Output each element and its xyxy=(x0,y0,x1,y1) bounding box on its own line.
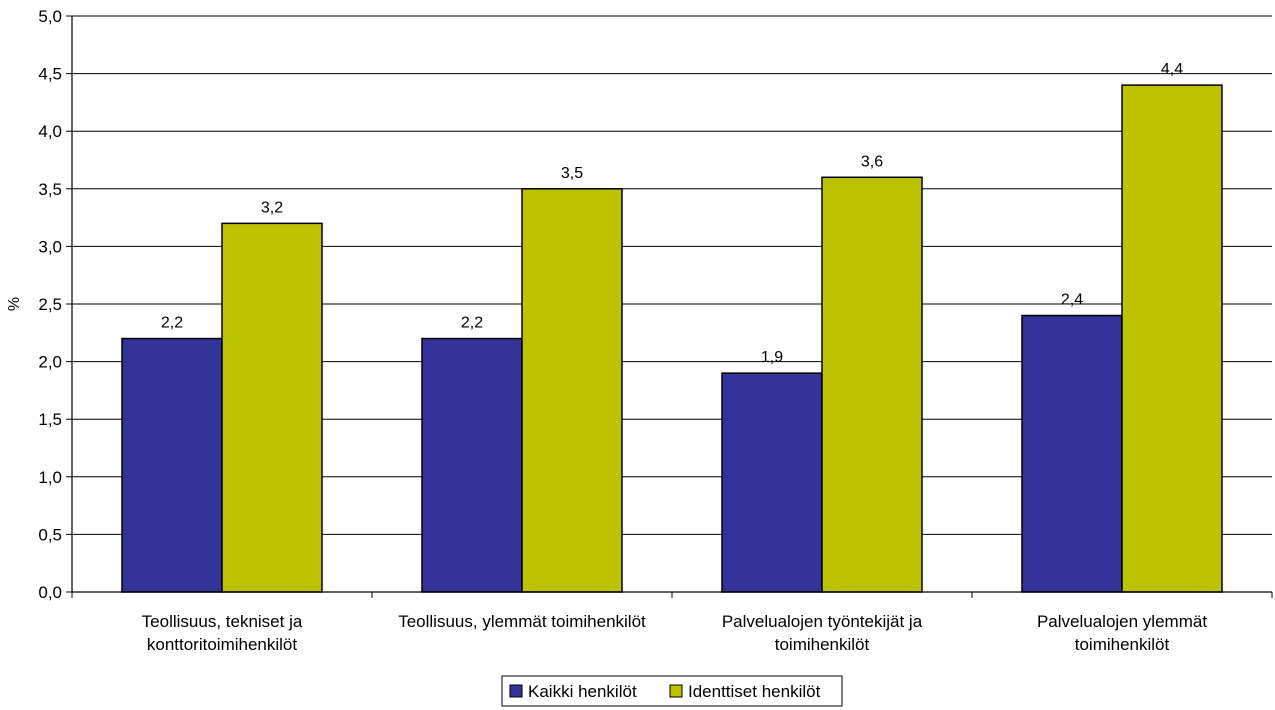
data-label: 2,2 xyxy=(161,315,183,332)
y-tick-label: 0,5 xyxy=(38,525,62,544)
data-label: 3,5 xyxy=(561,165,583,182)
data-label: 3,6 xyxy=(861,153,883,170)
bars xyxy=(121,84,1223,593)
category-label: Teollisuus, ylemmät toimihenkilöt xyxy=(398,612,646,631)
legend-label: Identtiset henkilöt xyxy=(688,682,821,701)
data-label: 2,4 xyxy=(1061,292,1083,309)
bar xyxy=(1021,314,1123,593)
y-tick-label: 2,5 xyxy=(38,295,62,314)
category-label-line: Palvelualojen työntekijät ja xyxy=(722,612,923,631)
y-tick-label: 4,5 xyxy=(38,65,62,84)
category-label-line: konttoritoimihenkilöt xyxy=(147,635,298,654)
category-labels: Teollisuus, tekniset ja konttoritoimihenk… xyxy=(142,612,1208,654)
bar xyxy=(521,188,623,593)
category-label-line: Palvelualojen ylemmät xyxy=(1037,612,1207,631)
y-tick-label: 5,0 xyxy=(38,7,62,26)
data-label: 1,9 xyxy=(761,349,783,366)
bar xyxy=(421,337,523,593)
y-tick-label: 1,5 xyxy=(38,410,62,429)
legend: Kaikki henkilöt Identtiset henkilöt xyxy=(501,675,843,707)
data-label: 3,2 xyxy=(261,199,283,216)
bar xyxy=(821,176,923,593)
category-label: Teollisuus, tekniset ja konttoritoimihenk… xyxy=(142,612,303,654)
y-tick-label: 4,0 xyxy=(38,122,62,141)
y-tick-label: 1,0 xyxy=(38,468,62,487)
axes xyxy=(66,15,1273,598)
category-label: Palvelualojen työntekijät ja toimihenkilö… xyxy=(722,612,923,654)
bar xyxy=(721,372,823,593)
category-label: Palvelualojen ylemmät toimihenkilöt xyxy=(1037,612,1207,654)
category-label-line: toimihenkilöt xyxy=(775,635,870,654)
bar xyxy=(121,337,223,593)
category-label-line: toimihenkilöt xyxy=(1075,635,1170,654)
bar xyxy=(1121,84,1223,593)
data-label: 2,2 xyxy=(461,315,483,332)
y-tick-label: 2,0 xyxy=(38,353,62,372)
data-labels: 2,2 2,2 1,9 2,4 3,2 3,5 3,6 4,4 xyxy=(161,61,1183,366)
y-axis-title: % xyxy=(6,297,23,311)
y-tick-label: 3,0 xyxy=(38,237,62,256)
legend-label: Kaikki henkilöt xyxy=(528,682,637,701)
bar xyxy=(221,222,323,593)
data-label: 4,4 xyxy=(1161,61,1183,78)
legend-swatch xyxy=(669,684,683,698)
y-tick-label: 3,5 xyxy=(38,180,62,199)
y-tick-label: 0,0 xyxy=(38,583,62,602)
category-label-line: Teollisuus, ylemmät toimihenkilöt xyxy=(398,612,646,631)
legend-swatch xyxy=(509,684,523,698)
y-tick-labels: 0,0 0,5 1,0 1,5 2,0 2,5 3,0 3,5 4,0 4,5 5,0 xyxy=(38,7,62,602)
category-label-line: Teollisuus, tekniset ja xyxy=(142,612,303,631)
